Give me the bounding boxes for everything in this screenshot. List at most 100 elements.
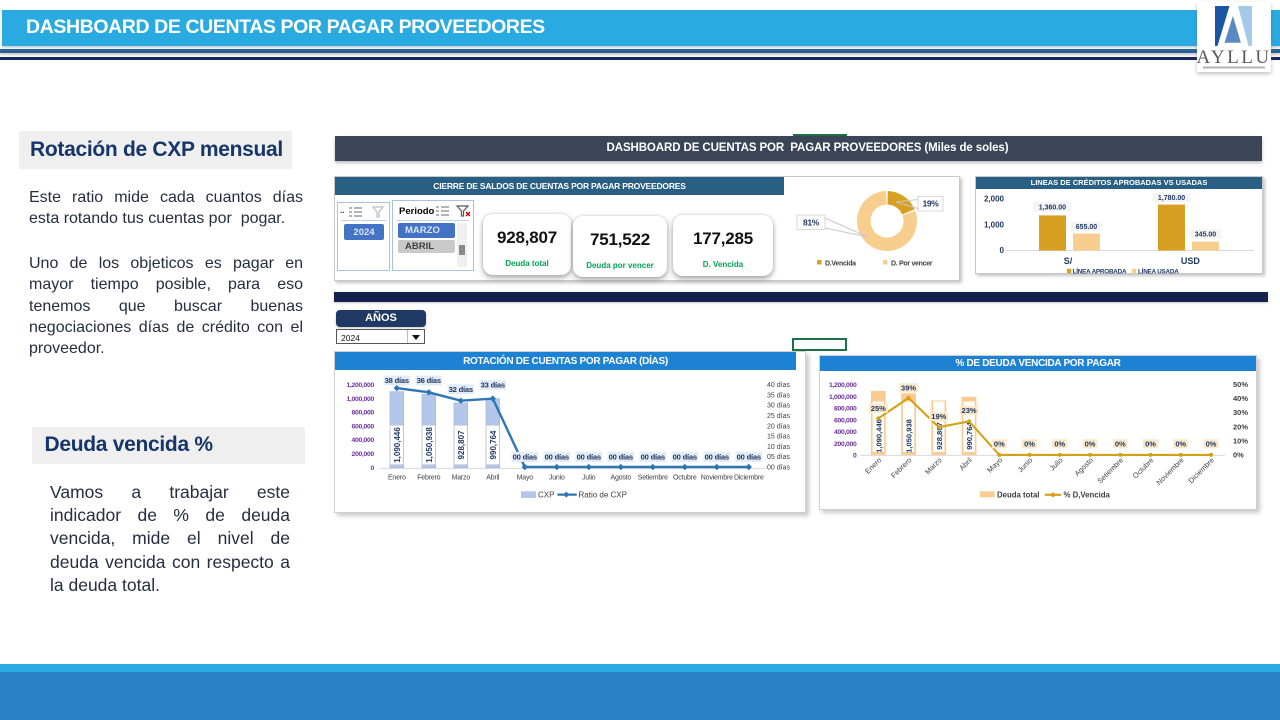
svg-text:Junio: Junio (1016, 456, 1035, 475)
svg-text:00 días: 00 días (641, 453, 665, 462)
svg-text:20%: 20% (1233, 422, 1248, 431)
svg-text:600,000: 600,000 (834, 417, 857, 424)
svg-text:30%: 30% (1233, 408, 1248, 417)
svg-text:Junio: Junio (549, 475, 565, 482)
svg-text:Febrero: Febrero (889, 456, 913, 480)
svg-text:10%: 10% (1233, 436, 1248, 445)
svg-text:25%: 25% (871, 404, 886, 413)
svg-text:05 días: 05 días (767, 454, 790, 461)
svg-text:Abril: Abril (486, 475, 500, 482)
svg-text:1,780.00: 1,780.00 (1158, 195, 1185, 202)
svg-text:Marzo: Marzo (923, 456, 944, 477)
svg-text:200,000: 200,000 (352, 451, 375, 458)
svg-text:00 días: 00 días (705, 453, 729, 462)
svg-text:1,050,938: 1,050,938 (425, 427, 434, 463)
svg-text:0: 0 (371, 465, 375, 472)
svg-text:00 días: 00 días (609, 453, 633, 462)
svg-text:D. Por vencer: D. Por vencer (891, 260, 933, 267)
svg-text:1,360.00: 1,360.00 (1039, 204, 1066, 211)
svg-text:0%: 0% (1175, 439, 1186, 448)
svg-text:35 días: 35 días (767, 392, 790, 399)
svg-text:00 días: 00 días (673, 453, 697, 462)
svg-text:39%: 39% (901, 383, 916, 392)
svg-text:Noviembre: Noviembre (1154, 456, 1185, 487)
svg-text:81%: 81% (803, 217, 820, 227)
svg-text:00 días: 00 días (737, 453, 761, 462)
svg-text:400,000: 400,000 (352, 437, 375, 444)
svg-text:Diciembre: Diciembre (734, 475, 764, 482)
svg-text:Enero: Enero (863, 456, 883, 476)
svg-text:800,000: 800,000 (834, 406, 857, 413)
svg-text:Abril: Abril (957, 455, 974, 472)
svg-text:0%: 0% (1085, 439, 1096, 448)
svg-text:200,000: 200,000 (834, 441, 857, 448)
svg-text:Deuda total: Deuda total (997, 491, 1039, 500)
svg-text:1,000,000: 1,000,000 (346, 396, 374, 403)
svg-text:40%: 40% (1233, 394, 1248, 403)
svg-text:CXP: CXP (538, 490, 554, 499)
svg-text:990,764: 990,764 (489, 430, 498, 459)
svg-text:00 días: 00 días (513, 453, 537, 462)
svg-text:0%: 0% (1206, 439, 1217, 448)
svg-text:Julio: Julio (582, 475, 596, 482)
svg-text:1,000,000: 1,000,000 (829, 394, 857, 401)
svg-text:1,200,000: 1,200,000 (829, 382, 857, 389)
svg-text:1,000: 1,000 (984, 220, 1005, 229)
svg-text:40 días: 40 días (767, 382, 790, 389)
svg-text:Mayo: Mayo (517, 475, 534, 482)
svg-text:Octubre: Octubre (673, 475, 697, 482)
svg-text:AYLLU: AYLLU (1197, 47, 1271, 68)
svg-text:Julio: Julio (1048, 456, 1065, 473)
svg-text:1,090,446: 1,090,446 (393, 427, 402, 463)
svg-text:33 días: 33 días (481, 381, 505, 390)
svg-text:Ratio de CXP: Ratio de CXP (579, 490, 627, 499)
svg-text:00 días: 00 días (767, 464, 790, 471)
svg-text:LÍNEA USADA: LÍNEA USADA (1138, 266, 1179, 274)
svg-text:25 días: 25 días (767, 413, 790, 420)
svg-text:345.00: 345.00 (1195, 231, 1217, 238)
svg-text:655.00: 655.00 (1076, 224, 1098, 231)
svg-text:23%: 23% (962, 406, 977, 415)
svg-text:2,000: 2,000 (984, 195, 1005, 204)
svg-text:LÍNEA APROBADA: LÍNEA APROBADA (1073, 266, 1127, 274)
svg-text:00 días: 00 días (545, 453, 569, 462)
svg-text:0: 0 (853, 452, 857, 459)
svg-text:0%: 0% (1145, 439, 1156, 448)
svg-text:36 días: 36 días (417, 376, 441, 385)
svg-text:Marzo: Marzo (452, 475, 471, 482)
svg-text:0%: 0% (994, 439, 1005, 448)
svg-text:Enero: Enero (388, 475, 406, 482)
svg-text:D.Vencida: D.Vencida (825, 260, 856, 267)
svg-text:0%: 0% (1024, 439, 1035, 448)
svg-text:0%: 0% (1115, 439, 1126, 448)
svg-text:19%: 19% (931, 412, 946, 421)
svg-text:1,200,000: 1,200,000 (346, 382, 374, 389)
svg-text:Febrero: Febrero (417, 475, 440, 482)
svg-text:1,090,446: 1,090,446 (874, 419, 883, 453)
svg-text:Setiembre: Setiembre (1095, 456, 1125, 486)
svg-text:Mayo: Mayo (985, 456, 1004, 475)
svg-text:50%: 50% (1233, 380, 1248, 389)
svg-text:Diciembre: Diciembre (1186, 456, 1216, 486)
svg-text:00 días: 00 días (577, 453, 601, 462)
svg-text:USD: USD (1181, 256, 1201, 266)
svg-text:Agosto: Agosto (1073, 456, 1095, 478)
svg-text:Noviembre: Noviembre (701, 475, 733, 482)
svg-text:S/: S/ (1064, 256, 1073, 266)
svg-text:928,807: 928,807 (457, 430, 466, 459)
svg-text:Agosto: Agosto (611, 475, 632, 482)
svg-text:30 días: 30 días (767, 403, 790, 410)
svg-text:15 días: 15 días (767, 434, 790, 441)
svg-text:32 días: 32 días (449, 385, 473, 394)
svg-text:% D,Vencida: % D,Vencida (1064, 491, 1111, 500)
svg-text:Setiembre: Setiembre (638, 475, 668, 482)
svg-text:400,000: 400,000 (834, 429, 857, 436)
svg-text:0: 0 (1000, 246, 1005, 255)
svg-text:1,050,938: 1,050,938 (905, 419, 914, 453)
svg-text:38 días: 38 días (385, 376, 409, 385)
svg-text:0%: 0% (1054, 439, 1065, 448)
svg-text:19%: 19% (922, 199, 939, 209)
svg-text:20 días: 20 días (767, 423, 790, 430)
svg-text:928,807: 928,807 (935, 422, 944, 449)
svg-text:0%: 0% (1233, 450, 1244, 459)
